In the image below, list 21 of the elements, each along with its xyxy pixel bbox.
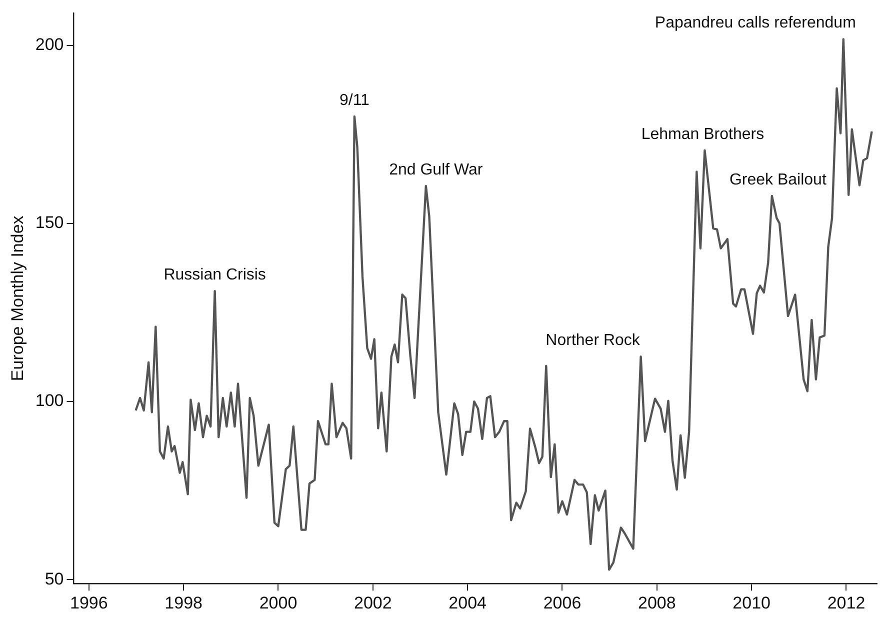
y-tick-label: 50 (44, 569, 64, 588)
annotation: Norther Rock (546, 332, 641, 350)
annotation: Papandreu calls referendum (654, 14, 856, 32)
x-tick-label: 2012 (827, 593, 866, 612)
x-tick-label: 1998 (164, 593, 202, 612)
x-tick-label: 2000 (259, 593, 298, 612)
annotation: 9/11 (339, 92, 370, 109)
annotation: Lehman Brothers (641, 126, 764, 143)
y-axis-title: Europe Monthly Index (8, 215, 27, 382)
x-tick-label: 1996 (70, 593, 108, 612)
x-tick-label: 2006 (543, 593, 582, 612)
annotation: Russian Crisis (164, 266, 266, 284)
x-tick-label: 2010 (732, 593, 770, 612)
x-tick-label: 2004 (448, 593, 486, 612)
x-tick-label: 2008 (638, 593, 676, 612)
x-tick-label: 2002 (354, 593, 392, 612)
y-tick-label: 150 (35, 213, 64, 232)
annotation: 2nd Gulf War (389, 161, 484, 178)
y-tick-label: 100 (35, 391, 64, 410)
annotation: Greek Bailout (729, 171, 827, 188)
y-tick-label: 200 (35, 34, 64, 54)
